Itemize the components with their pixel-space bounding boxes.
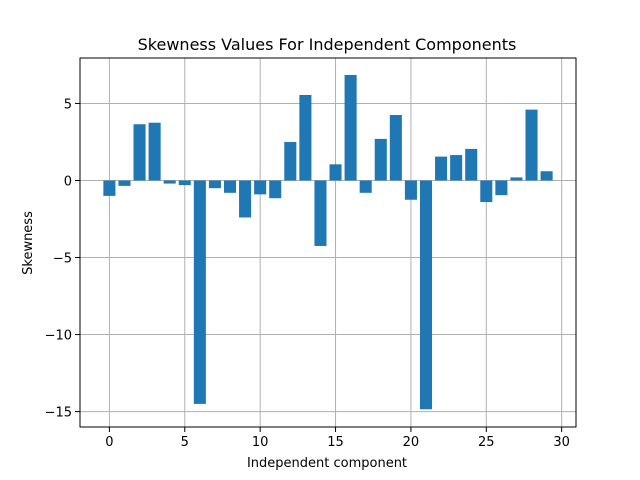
bar-component-3 <box>148 122 161 181</box>
bar-component-25 <box>480 180 493 203</box>
bar-component-29 <box>540 171 553 181</box>
bar-component-19 <box>389 115 402 181</box>
bar-component-17 <box>359 180 372 193</box>
bar-component-8 <box>223 180 237 193</box>
axis-ticks: 0 5 10 15 20 25 30 5 0 −5 −10 −15 <box>45 97 570 450</box>
x-tick-label: 15 <box>327 435 344 450</box>
bar-component-0 <box>103 180 116 196</box>
bar-component-7 <box>208 180 221 189</box>
x-axis-label: Independent component <box>247 456 407 471</box>
bar-component-23 <box>450 155 463 181</box>
grid-lines <box>80 58 576 427</box>
x-tick-label: 5 <box>181 435 189 450</box>
chart-title: Skewness Values For Independent Componen… <box>138 35 517 54</box>
bar-component-21 <box>419 180 433 410</box>
plot-frame <box>79 57 577 428</box>
bar-component-26 <box>495 180 508 196</box>
bar-component-5 <box>178 180 191 186</box>
y-tick-label: −15 <box>45 406 72 421</box>
y-tick-label: −10 <box>45 329 72 344</box>
bar-component-11 <box>269 180 282 199</box>
bar-component-2 <box>133 124 146 181</box>
bar-component-27 <box>510 177 523 181</box>
bar-component-22 <box>435 156 448 181</box>
bar-component-13 <box>299 94 312 181</box>
x-tick-label: 25 <box>478 435 495 450</box>
bar-component-9 <box>239 180 252 218</box>
bar-component-20 <box>404 180 417 200</box>
bar-component-24 <box>465 148 478 181</box>
x-tick-label: 20 <box>403 435 420 450</box>
y-axis-label: Skewness <box>21 211 36 275</box>
bar-component-18 <box>374 138 387 181</box>
bar-component-6 <box>193 180 206 404</box>
x-tick-label: 30 <box>553 435 570 450</box>
y-tick-label: 5 <box>64 97 72 112</box>
bars <box>103 74 553 410</box>
x-tick-label: 0 <box>105 435 113 450</box>
bar-component-10 <box>254 180 267 195</box>
bar-component-4 <box>163 180 176 184</box>
y-tick-label: 0 <box>64 174 72 189</box>
bar-component-14 <box>314 180 327 246</box>
bar-component-1 <box>118 180 131 186</box>
bar-component-28 <box>525 109 538 181</box>
bar-component-15 <box>329 164 342 181</box>
bar-component-16 <box>344 74 357 181</box>
bar-component-12 <box>284 141 297 181</box>
y-tick-label: −5 <box>53 252 72 267</box>
x-tick-label: 10 <box>252 435 269 450</box>
